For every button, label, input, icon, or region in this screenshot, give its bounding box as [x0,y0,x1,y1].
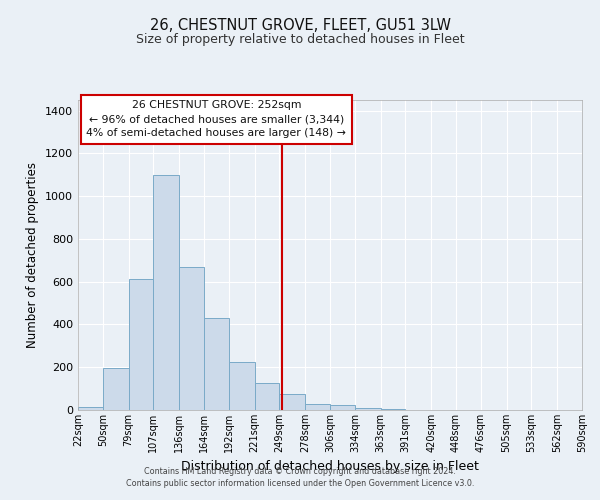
Bar [355,408,380,410]
Bar [204,318,229,410]
Y-axis label: Number of detached properties: Number of detached properties [26,162,40,348]
Bar [128,278,154,410]
Bar [280,394,305,410]
Bar [103,368,128,410]
Bar [254,384,280,410]
Bar [380,409,406,410]
X-axis label: Distribution of detached houses by size in Fleet: Distribution of detached houses by size … [181,460,479,473]
Text: Size of property relative to detached houses in Fleet: Size of property relative to detached ho… [136,32,464,46]
Bar [330,404,355,410]
Text: Contains HM Land Registry data © Crown copyright and database right 2024.
Contai: Contains HM Land Registry data © Crown c… [126,466,474,487]
Bar [229,362,254,410]
Text: 26, CHESTNUT GROVE, FLEET, GU51 3LW: 26, CHESTNUT GROVE, FLEET, GU51 3LW [149,18,451,32]
Bar [305,404,330,410]
Bar [154,175,179,410]
Text: 26 CHESTNUT GROVE: 252sqm
← 96% of detached houses are smaller (3,344)
4% of sem: 26 CHESTNUT GROVE: 252sqm ← 96% of detac… [86,100,346,138]
Bar [179,267,204,410]
Bar [78,407,103,410]
